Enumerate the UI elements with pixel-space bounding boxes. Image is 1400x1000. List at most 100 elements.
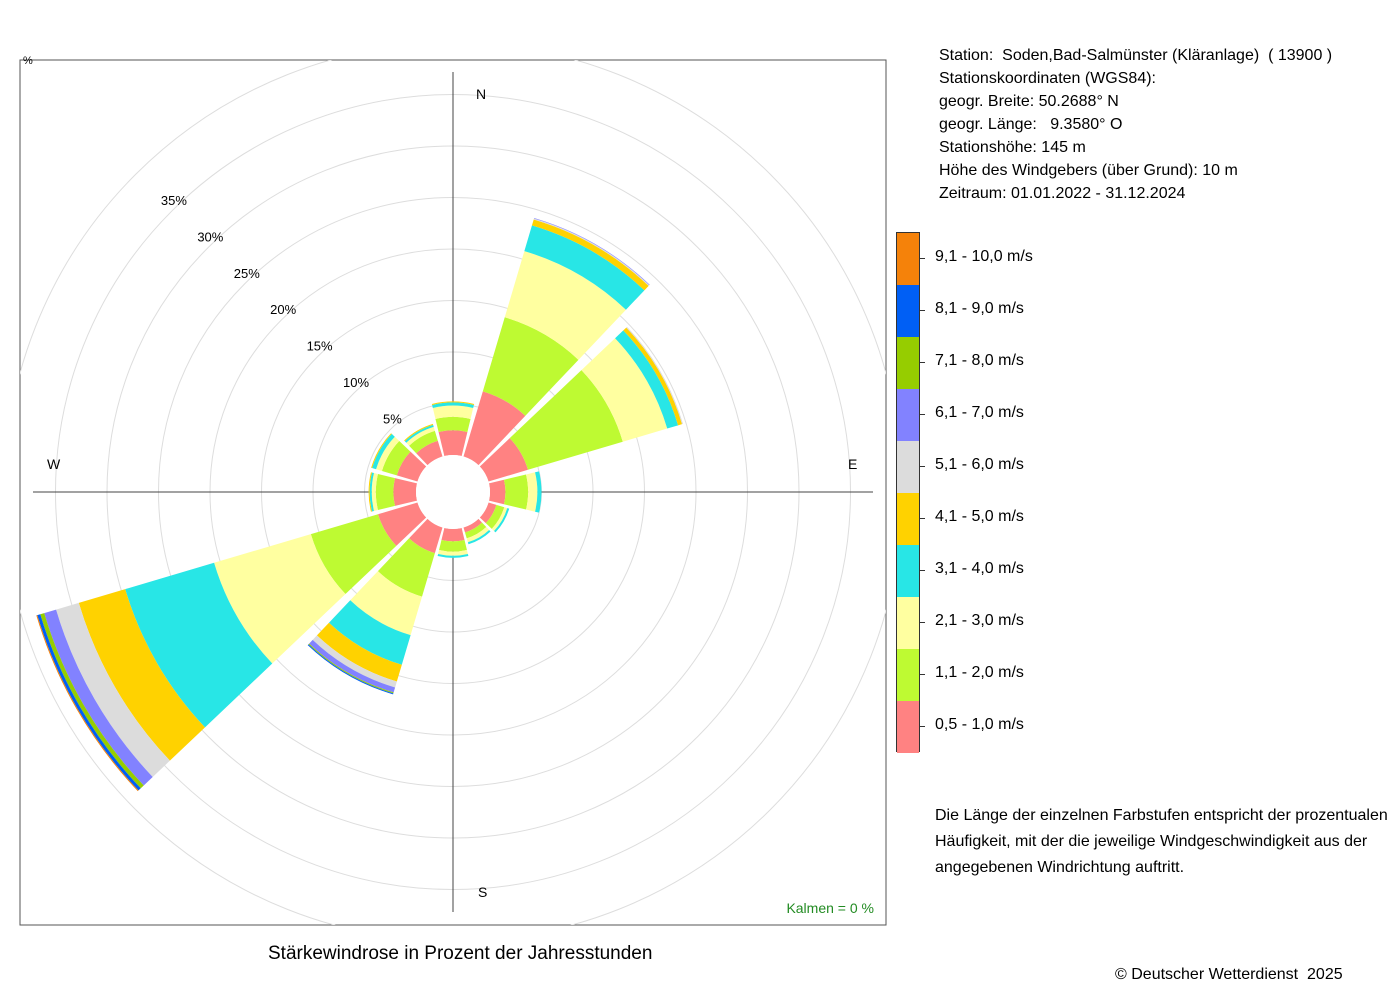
sector-240-class-7 [44, 609, 153, 786]
compass-n: N [476, 86, 486, 102]
sector-240-class-4 [125, 562, 273, 728]
sector-300-class-4 [372, 433, 395, 470]
sector-330-class-1 [416, 440, 443, 466]
sector-240-class-3 [214, 534, 346, 664]
legend-tick [920, 518, 925, 519]
legend-label: 6,1 - 7,0 m/s [935, 404, 1024, 421]
legend-tick [920, 414, 925, 415]
wind-rose-chart: 5% 10% 15% 20% 25% 30% 35% % N E S W Kalmen = … [19, 55, 887, 926]
compass-e: E [848, 456, 857, 472]
sector-60-class-2 [509, 370, 623, 470]
legend-swatch [897, 389, 919, 441]
explanation-note: Die Länge der einzelnen Farbstufen entsp… [935, 807, 1388, 876]
sector-120-class-4 [494, 508, 510, 533]
sector-210-class-7 [309, 639, 396, 693]
legend-swatch [897, 701, 919, 753]
legend-tick [920, 570, 925, 571]
sector-270-class-5 [368, 472, 372, 512]
sector-300-class-2 [381, 441, 411, 476]
sector-0-class-4 [432, 402, 474, 408]
sector-150-class-3 [466, 527, 490, 543]
sector-330-class-2 [409, 430, 438, 454]
sector-330-class-4 [404, 424, 434, 443]
sector-240-class-1 [378, 502, 427, 546]
sector-60-class-1 [479, 438, 528, 482]
legend-tick [920, 674, 925, 675]
center-hole [416, 455, 490, 529]
station-coords-heading: Stationskoordinaten (WGS84): [939, 70, 1156, 87]
sector-270-class-1 [393, 478, 418, 506]
sensor-height: Höhe des Windgebers (über Grund): 10 m [939, 162, 1238, 179]
sector-30-class-5 [531, 219, 649, 291]
sector-210-class-5 [316, 622, 402, 682]
legend-label: 4,1 - 5,0 m/s [935, 508, 1024, 525]
wind-rose-sectors [36, 218, 684, 792]
sector-330-class-5 [404, 423, 434, 442]
copyright: © Deutscher Wetterdienst 2025 [1115, 966, 1343, 983]
sector-0-class-3 [432, 405, 474, 419]
ring-label: 20% [270, 302, 296, 317]
sector-210-class-4 [328, 600, 411, 665]
legend-tick [920, 258, 925, 259]
sector-210-class-3 [350, 571, 423, 636]
legend-colorbar [896, 232, 920, 753]
sector-90-class-1 [488, 479, 506, 505]
station-latitude: geogr. Breite: 50.2688° N [939, 93, 1119, 110]
legend-label: 7,1 - 8,0 m/s [935, 352, 1024, 369]
sector-240-class-6 [56, 602, 170, 777]
legend-label: 8,1 - 9,0 m/s [935, 300, 1024, 317]
ring-label: 5% [383, 411, 402, 426]
sector-30-class-3 [504, 251, 626, 360]
compass-s: S [478, 884, 487, 900]
sector-150-class-4 [467, 530, 491, 545]
sector-120-class-3 [491, 507, 508, 531]
sector-30-class-4 [524, 225, 645, 310]
legend-label: 0,5 - 1,0 m/s [935, 716, 1024, 733]
sector-300-class-5 [371, 433, 392, 469]
legend-swatch [897, 441, 919, 493]
legend-label: 1,1 - 2,0 m/s [935, 664, 1024, 681]
legend-label: 3,1 - 4,0 m/s [935, 560, 1024, 577]
sector-0-class-5 [431, 401, 475, 405]
sector-90-class-4 [535, 471, 542, 513]
ring-label: 35% [161, 193, 187, 208]
legend-swatch [897, 545, 919, 597]
legend-label: 9,1 - 10,0 m/s [935, 248, 1033, 265]
sector-150-class-2 [464, 522, 487, 539]
sector-60-class-3 [581, 338, 668, 442]
sector-30-class-2 [482, 317, 579, 416]
unit-label: % [23, 55, 33, 67]
station-altitude: Stationshöhe: 145 m [939, 139, 1086, 156]
sector-0-class-2 [435, 416, 471, 432]
sector-90-class-2 [504, 474, 529, 510]
sector-60-class-5 [623, 327, 683, 426]
period: Zeitraum: 01.01.2022 - 31.12.2024 [939, 185, 1186, 202]
ring-label: 25% [234, 266, 260, 281]
sector-240-class-2 [310, 514, 397, 595]
sector-180-class-1 [441, 527, 465, 542]
ring-label: 30% [197, 229, 223, 244]
sector-0-class-1 [438, 430, 468, 457]
legend-swatch [897, 285, 919, 337]
legend-tick [920, 726, 925, 727]
legend-label: 5,1 - 6,0 m/s [935, 456, 1024, 473]
sector-270-class-4 [369, 472, 374, 512]
sector-300-class-1 [396, 451, 427, 482]
sector-120-class-1 [479, 502, 497, 524]
sector-270-class-2 [375, 473, 395, 511]
sector-120-class-2 [485, 504, 505, 529]
sector-180-class-2 [439, 539, 467, 552]
sector-90-class-3 [526, 472, 538, 512]
sector-270-class-3 [371, 473, 378, 511]
legend-tick [920, 362, 925, 363]
chart-caption: Stärkewindrose in Prozent der Jahresstun… [268, 943, 653, 964]
ring-label: 15% [307, 339, 333, 354]
sector-300-class-3 [376, 436, 400, 471]
compass-w: W [47, 456, 61, 472]
legend-swatch [897, 337, 919, 389]
ring-label: 10% [343, 375, 369, 390]
legend-swatch [897, 493, 919, 545]
legend-swatch [897, 649, 919, 701]
sector-210-class-2 [377, 538, 435, 597]
sector-60-class-4 [615, 330, 679, 429]
